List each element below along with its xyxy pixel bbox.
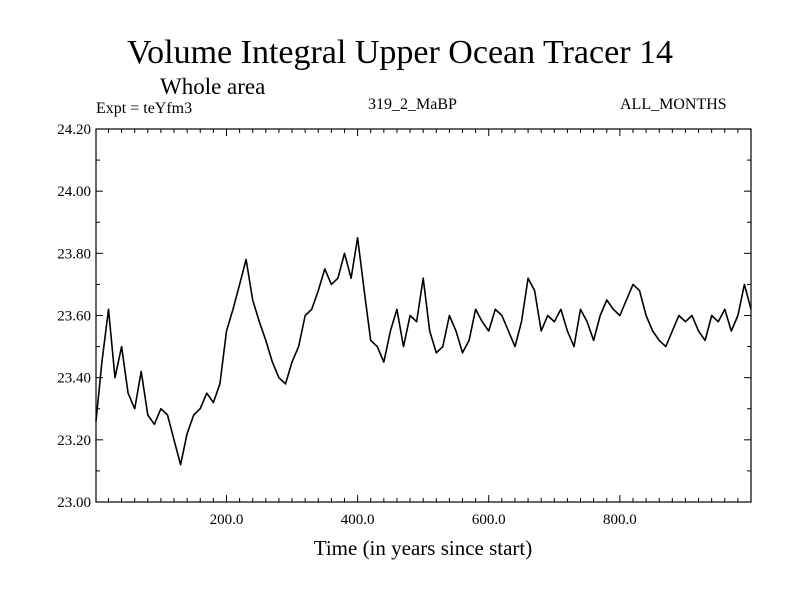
x-tick-label: 800.0 [603, 512, 637, 528]
x-tick-label: 600.0 [472, 512, 506, 528]
x-axis-title: Time (in years since start) [313, 536, 533, 560]
months-label: ALL_MONTHS [620, 96, 727, 113]
x-tick-label: 200.0 [210, 512, 244, 528]
y-tick-label: 23.80 [57, 246, 91, 262]
y-tick-label: 24.20 [57, 122, 91, 138]
run-label: 319_2_MaBP [368, 96, 457, 113]
y-tick-label: 24.00 [57, 184, 91, 200]
experiment-label: Expt = teYfm3 [96, 100, 193, 117]
chart-title: Volume Integral Upper Ocean Tracer 14 [126, 34, 674, 71]
y-tick-label: 23.60 [57, 309, 91, 325]
y-tick-label: 23.20 [57, 433, 91, 449]
plot-frame [95, 128, 752, 503]
axis-ticks: 23.00 23.20 23.40 23.60 23.80 24.00 24.20 200.0… [57, 122, 751, 528]
series-line [95, 237, 752, 466]
y-tick-label: 23.40 [57, 371, 91, 387]
x-tick-label: 400.0 [341, 512, 375, 528]
series-layer [95, 237, 752, 466]
y-tick-label: 23.00 [57, 495, 91, 511]
chart-subtitle: Whole area [160, 74, 266, 99]
